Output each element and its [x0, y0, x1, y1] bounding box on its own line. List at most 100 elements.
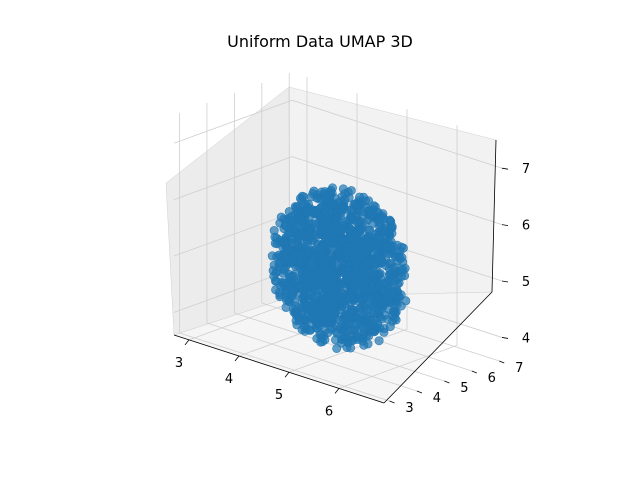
scatter-point	[281, 302, 291, 312]
scatter-point	[292, 202, 302, 212]
y-tick-mark	[389, 400, 395, 404]
scatter-point	[379, 225, 389, 235]
scatter-point	[316, 244, 326, 254]
scatter-point	[311, 316, 321, 326]
scatter-point	[345, 293, 355, 303]
y-tick-mark	[471, 370, 477, 374]
scatter-point	[283, 254, 293, 264]
scatter-point	[327, 238, 337, 248]
scatter-point	[352, 218, 362, 228]
y-tick-mark	[444, 380, 450, 384]
scatter-point	[348, 275, 358, 285]
scatter-point	[381, 254, 391, 264]
z-gridline-back	[291, 156, 503, 225]
scatter-point	[397, 267, 407, 277]
scatter-point	[363, 242, 373, 252]
z-tick-mark	[501, 337, 509, 339]
scatter-point	[274, 250, 284, 260]
scatter-point	[351, 265, 361, 275]
z-tick-label: 4	[522, 331, 530, 346]
scatter-point	[388, 311, 398, 321]
scatter-point	[279, 278, 289, 288]
scatter-point	[307, 206, 317, 216]
scatter-point	[388, 286, 398, 296]
scatter-point	[374, 336, 384, 346]
scatter-point	[317, 309, 327, 319]
scatter-point	[304, 231, 314, 241]
scatter-points	[267, 183, 411, 353]
y-gridline-floor	[179, 332, 390, 402]
y-tick-label: 4	[433, 391, 441, 406]
y-axis-line	[383, 291, 493, 404]
scatter-point	[322, 193, 332, 203]
pane-left	[165, 86, 291, 336]
scatter-point	[290, 250, 300, 260]
y-tick-mark	[499, 360, 505, 364]
y-tick-label: 6	[488, 371, 496, 386]
axis-ticks: 3 4 5 6 3 4 5 6 7 4 5 6 7	[175, 162, 530, 419]
scatter-point	[375, 218, 385, 228]
scatter-point	[368, 300, 378, 310]
scatter-point	[309, 186, 319, 196]
z-gridline-back	[291, 99, 503, 169]
scatter-point	[319, 220, 329, 230]
scatter-point	[378, 243, 388, 253]
scatter-point	[374, 282, 384, 292]
scatter-point	[386, 217, 396, 227]
scatter-point	[323, 212, 333, 222]
scatter-point	[346, 304, 356, 314]
x-tick-label: 4	[225, 372, 233, 387]
y-tick-label: 7	[515, 361, 523, 376]
scatter-point	[387, 229, 397, 239]
scatter-point	[305, 290, 315, 300]
scatter-point	[333, 250, 343, 260]
x-tick-mark	[234, 355, 240, 362]
scatter-point	[294, 281, 304, 291]
scatter-point	[312, 275, 322, 285]
scatter-point	[364, 263, 374, 273]
x-tick-label: 3	[175, 356, 183, 371]
scatter-point	[344, 233, 354, 243]
scatter-point	[272, 239, 282, 249]
scatter-point	[340, 195, 350, 205]
scatter-point	[286, 279, 296, 289]
scatter-point	[274, 258, 284, 268]
scatter-point	[295, 213, 305, 223]
scatter-point	[350, 199, 360, 209]
scatter-point	[369, 201, 379, 211]
scatter-point	[355, 273, 365, 283]
scatter-point	[358, 300, 368, 310]
x-gridline-floor	[338, 345, 458, 389]
scatter-point	[332, 294, 342, 304]
scatter-point	[341, 332, 351, 342]
z-tick-label: 6	[522, 219, 530, 234]
scatter-point	[281, 220, 291, 230]
scatter-point	[348, 282, 358, 292]
z-tick-label: 5	[522, 275, 530, 290]
z-tick-mark	[501, 224, 509, 227]
scatter-point	[362, 316, 372, 326]
scatter-point	[392, 240, 402, 250]
y-tick-mark	[416, 390, 423, 394]
z-axis-line	[491, 139, 497, 293]
x-tick-mark	[184, 339, 190, 346]
scatter-point	[374, 270, 384, 280]
scatter-point	[375, 323, 385, 333]
scatter-point	[345, 225, 355, 235]
scatter-point	[352, 243, 362, 253]
scatter-point	[293, 240, 303, 250]
scatter-point	[401, 296, 411, 306]
z-gridline-left	[173, 99, 293, 144]
scatter-point	[325, 228, 335, 238]
z-gridline-left	[173, 156, 293, 200]
x-tick-mark	[334, 388, 340, 394]
scatter-point	[303, 247, 313, 257]
scatter-point	[292, 308, 302, 318]
scatter-point	[351, 319, 361, 329]
scatter-point	[319, 281, 329, 291]
scatter-point	[315, 330, 325, 340]
scatter-point	[324, 264, 334, 274]
scatter-point	[390, 262, 400, 272]
scatter-point	[365, 225, 375, 235]
scatter-point	[275, 290, 285, 300]
